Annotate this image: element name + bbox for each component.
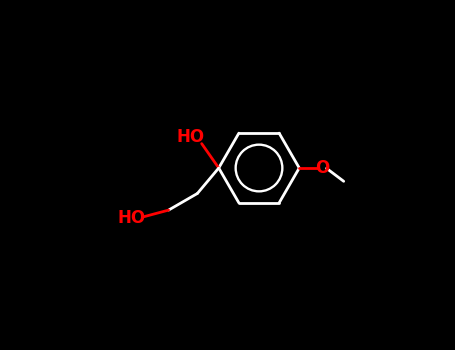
Text: HO: HO — [177, 128, 205, 146]
Text: HO: HO — [117, 209, 145, 227]
Text: O: O — [315, 159, 329, 177]
